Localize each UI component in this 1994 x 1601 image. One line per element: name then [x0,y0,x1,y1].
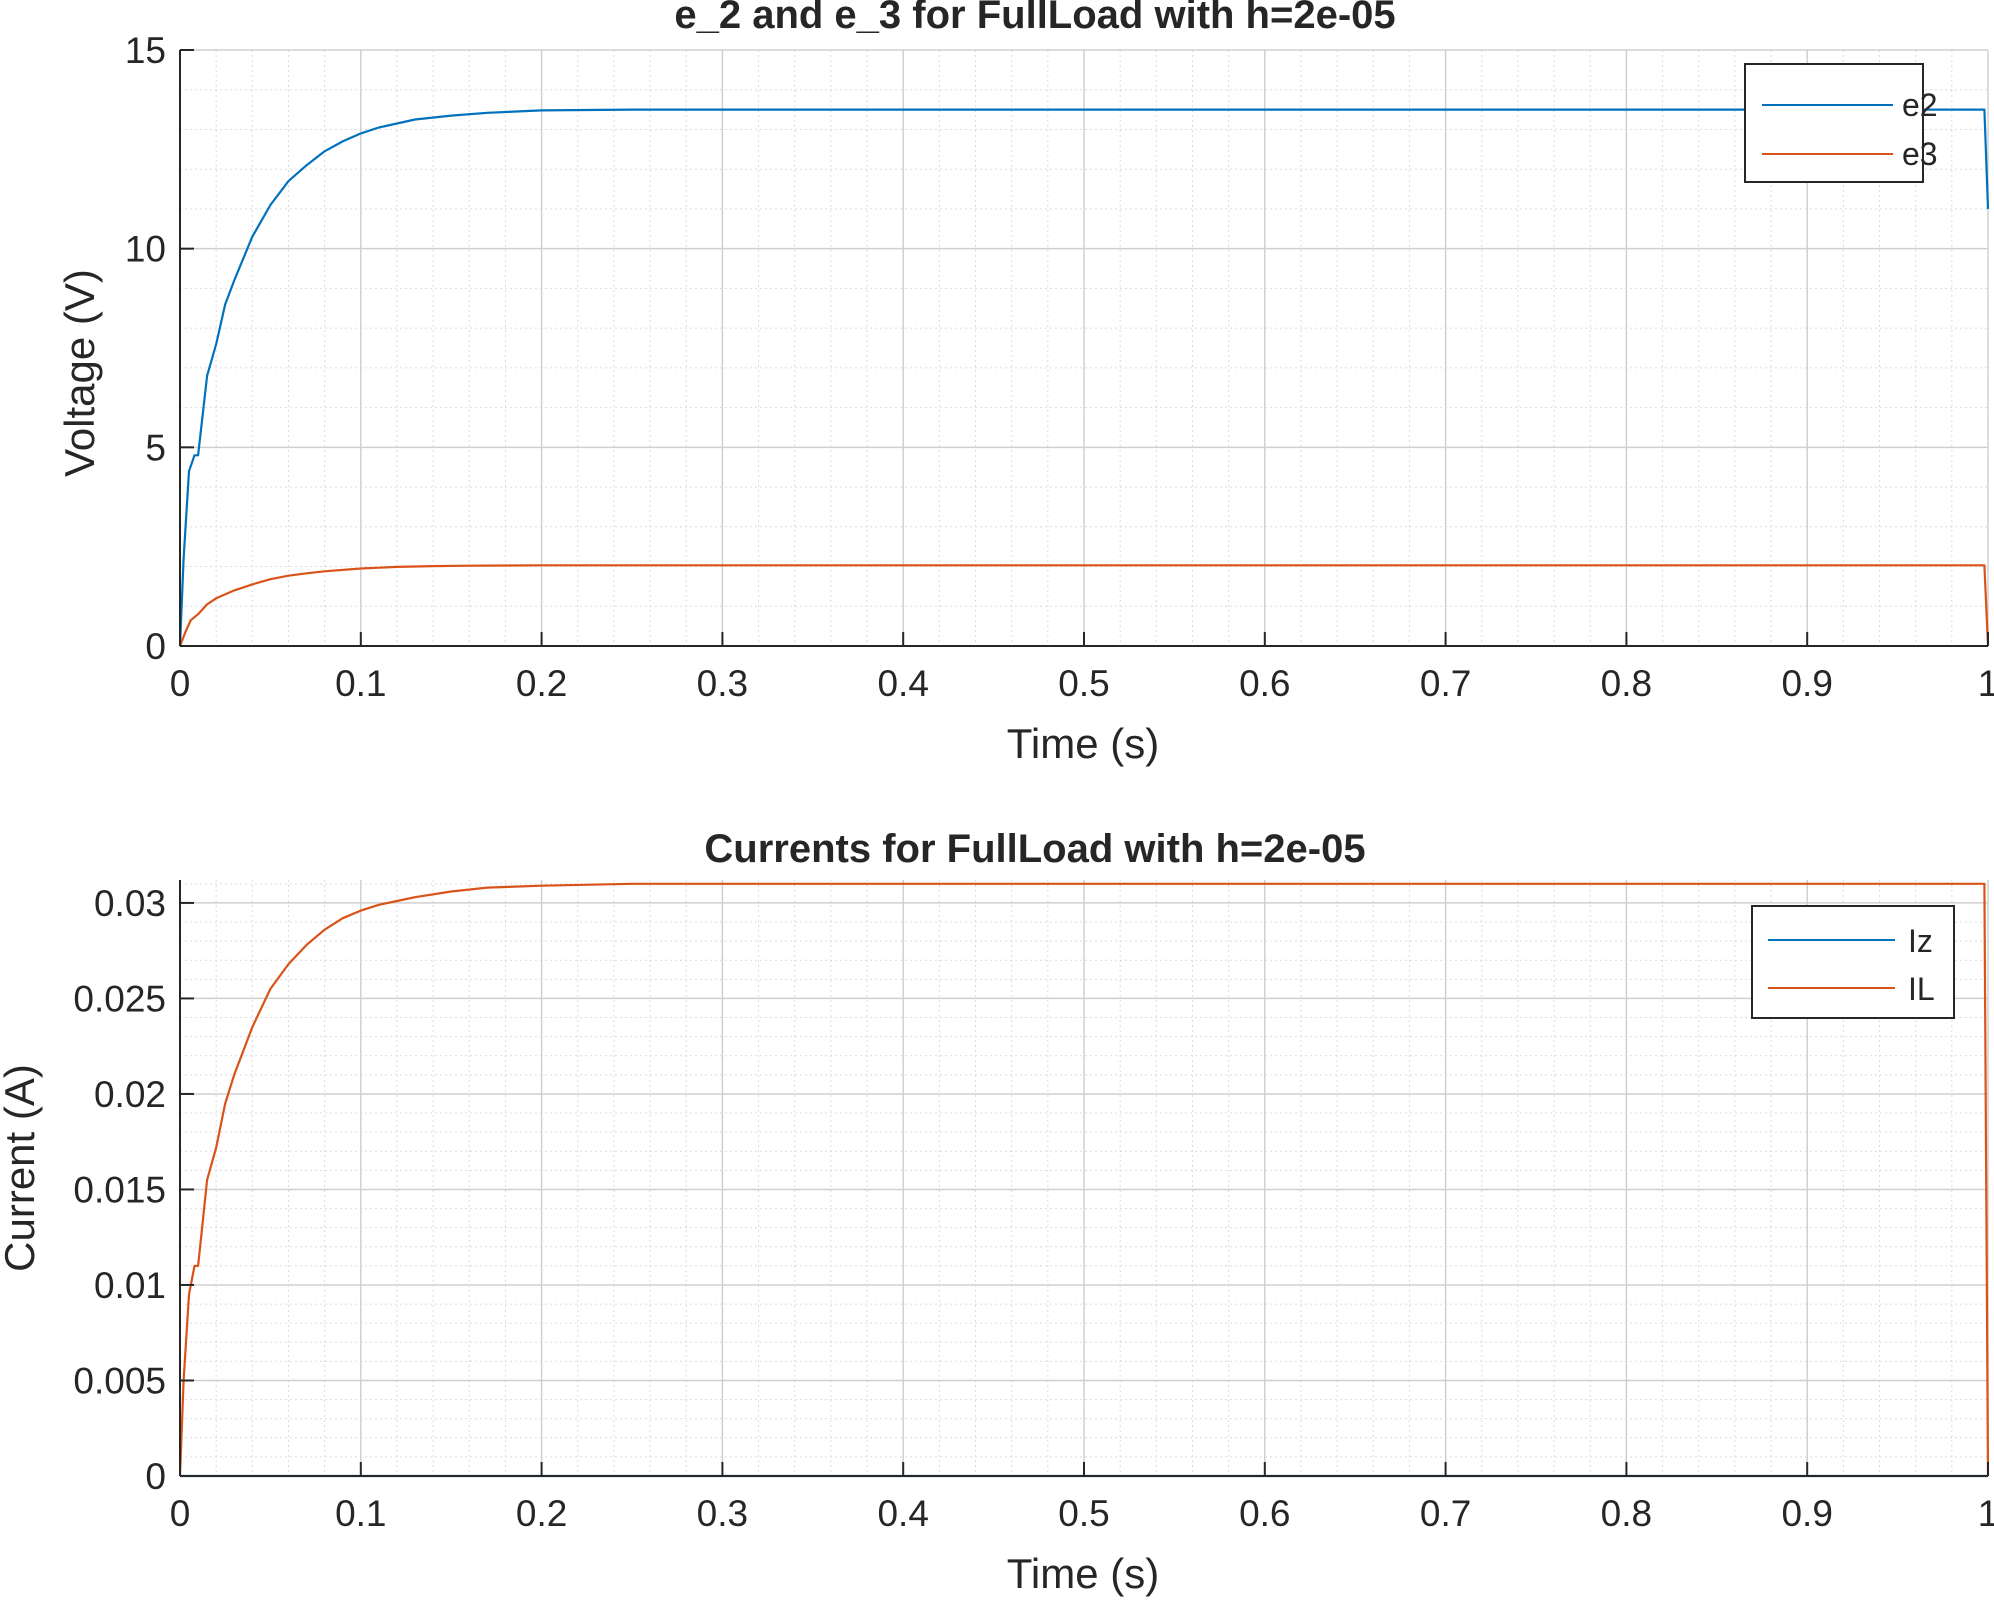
x-tick-label: 0 [170,663,191,704]
x-axis-label: Time (s) [1007,1550,1159,1597]
x-tick-label: 0.4 [877,663,928,704]
y-tick-label: 0.015 [73,1169,166,1210]
x-tick-label: 0.6 [1239,1493,1290,1534]
y-tick-label: 10 [125,229,166,270]
axes-box [179,49,1989,647]
x-tick-label: 0.1 [335,1493,386,1534]
x-tick-label: 0.8 [1601,1493,1652,1534]
series-line-il [178,882,1990,1477]
x-tick-labels: 0 0.1 0.2 0.3 0.4 0.5 0.6 0.7 0.8 0.9 1 [170,1493,1994,1534]
y-tick-label: 0.03 [94,883,166,924]
series-line-e2 [178,108,1990,647]
series-line-e3 [178,564,1990,647]
y-axis-label: Voltage (V) [56,269,103,477]
major-grid [179,49,1989,647]
x-tick-label: 0.3 [697,663,748,704]
x-tick-label: 0 [170,1493,191,1534]
x-tick-label: 0.7 [1420,1493,1471,1534]
y-tick-labels: 0 5 10 15 [125,30,166,667]
legend: e2 e3 [1744,63,1938,183]
x-tick-label: 0.7 [1420,663,1471,704]
legend-label-e3: e3 [1902,136,1938,172]
legend-box [1751,905,1955,1019]
x-axis-label: Time (s) [1007,720,1159,767]
x-tick-labels: 0 0.1 0.2 0.3 0.4 0.5 0.6 0.7 0.8 0.9 1 [170,663,1994,704]
x-tick-label: 0.4 [877,1493,928,1534]
chart-title: e_2 and e_3 for FullLoad with h=2e-05 [674,0,1395,37]
x-tick-label: 0.9 [1781,1493,1832,1534]
x-tick-label: 0.9 [1781,663,1832,704]
series-lines [178,108,1990,647]
axes-box [179,880,1989,1477]
x-tick-label: 0.8 [1601,663,1652,704]
x-tick-label: 0.3 [697,1493,748,1534]
y-tick-label: 0.005 [73,1360,166,1401]
chart-title: Currents for FullLoad with h=2e-05 [704,827,1365,871]
y-tick-label: 0 [145,1456,166,1497]
legend-label-iz: Iz [1908,923,1933,959]
x-tick-label: 0.2 [516,1493,567,1534]
y-tick-label: 0.025 [73,978,166,1019]
x-tick-label: 0.1 [335,663,386,704]
y-tick-label: 5 [145,427,166,468]
legend-box [1744,63,1924,183]
legend-label-il: IL [1908,971,1935,1007]
current-chart: 0 0.1 0.2 0.3 0.4 0.5 0.6 0.7 0.8 0.9 1 0 0.005 0.01… [0,827,1994,1597]
x-tick-label: 0.2 [516,663,567,704]
x-tick-label: 0.6 [1239,663,1290,704]
y-tick-labels: 0 0.005 0.01 0.015 0.02 0.025 0.03 [73,883,166,1497]
y-tick-label: 15 [125,30,166,71]
major-grid [179,880,1989,1477]
y-axis-label: Current (A) [0,1064,43,1272]
y-tick-label: 0.02 [94,1074,166,1115]
y-tick-label: 0.01 [94,1265,166,1306]
legend-label-e2: e2 [1902,87,1938,123]
voltage-chart: 0 0.1 0.2 0.3 0.4 0.5 0.6 0.7 0.8 0.9 1 0 5 10 15 e_2… [56,0,1994,767]
x-tick-label: 0.5 [1058,1493,1109,1534]
x-tick-label: 1 [1978,663,1994,704]
y-tick-label: 0 [145,626,166,667]
x-tick-label: 1 [1978,1493,1994,1534]
x-tick-label: 0.5 [1058,663,1109,704]
legend: Iz IL [1751,905,1955,1019]
